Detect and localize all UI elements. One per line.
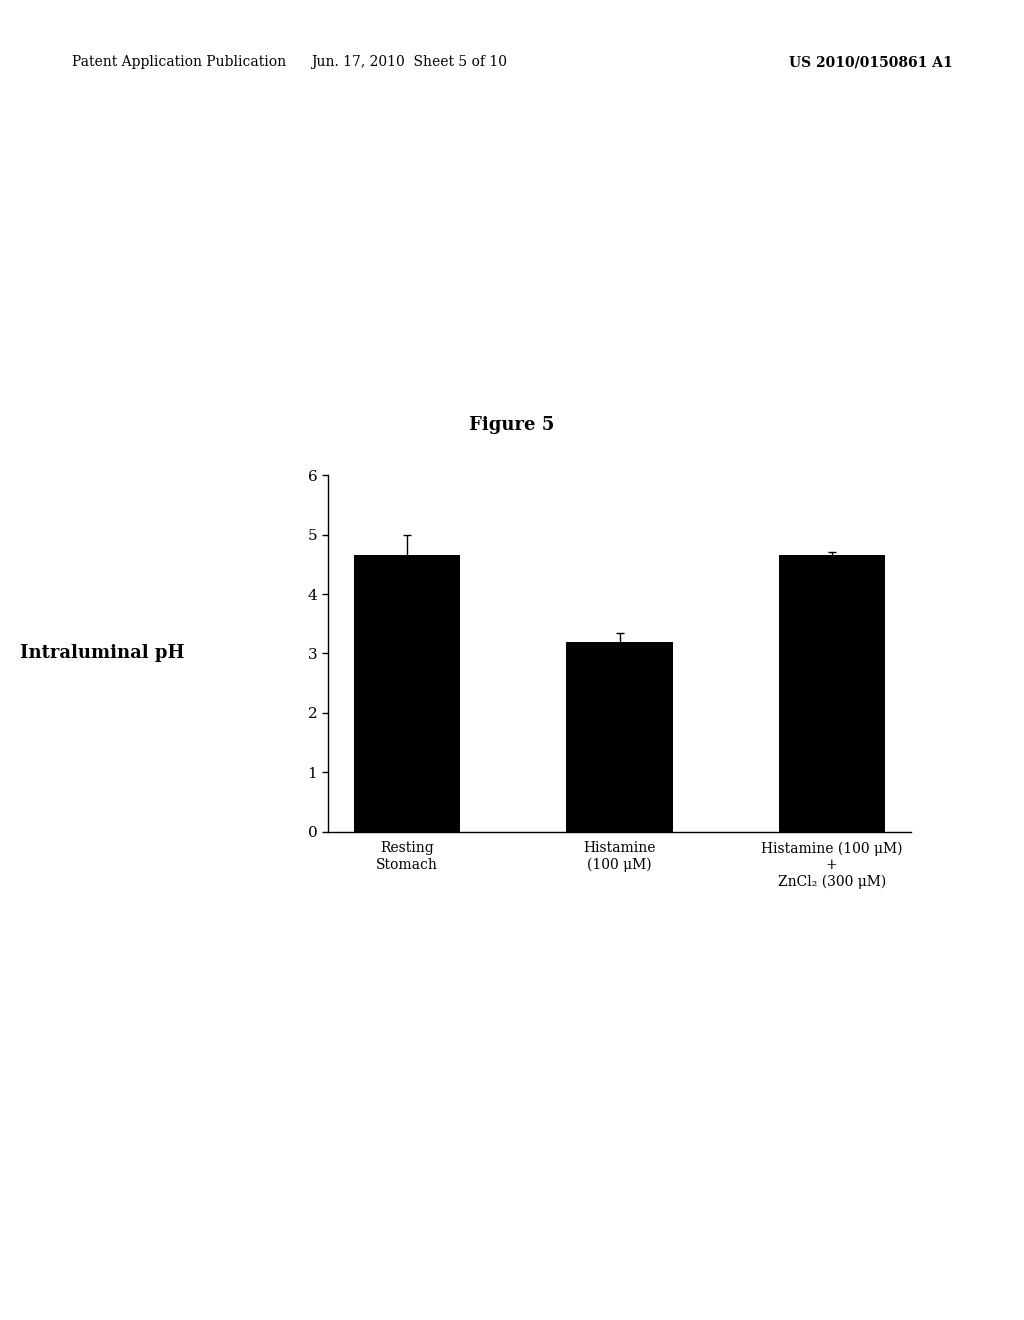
Text: Intraluminal pH: Intraluminal pH: [20, 644, 184, 663]
Text: US 2010/0150861 A1: US 2010/0150861 A1: [788, 55, 952, 70]
Text: Jun. 17, 2010  Sheet 5 of 10: Jun. 17, 2010 Sheet 5 of 10: [311, 55, 508, 70]
Text: Patent Application Publication: Patent Application Publication: [72, 55, 286, 70]
Bar: [778, 556, 885, 832]
Bar: [566, 642, 673, 832]
Bar: [354, 556, 461, 832]
Text: Figure 5: Figure 5: [469, 416, 555, 434]
